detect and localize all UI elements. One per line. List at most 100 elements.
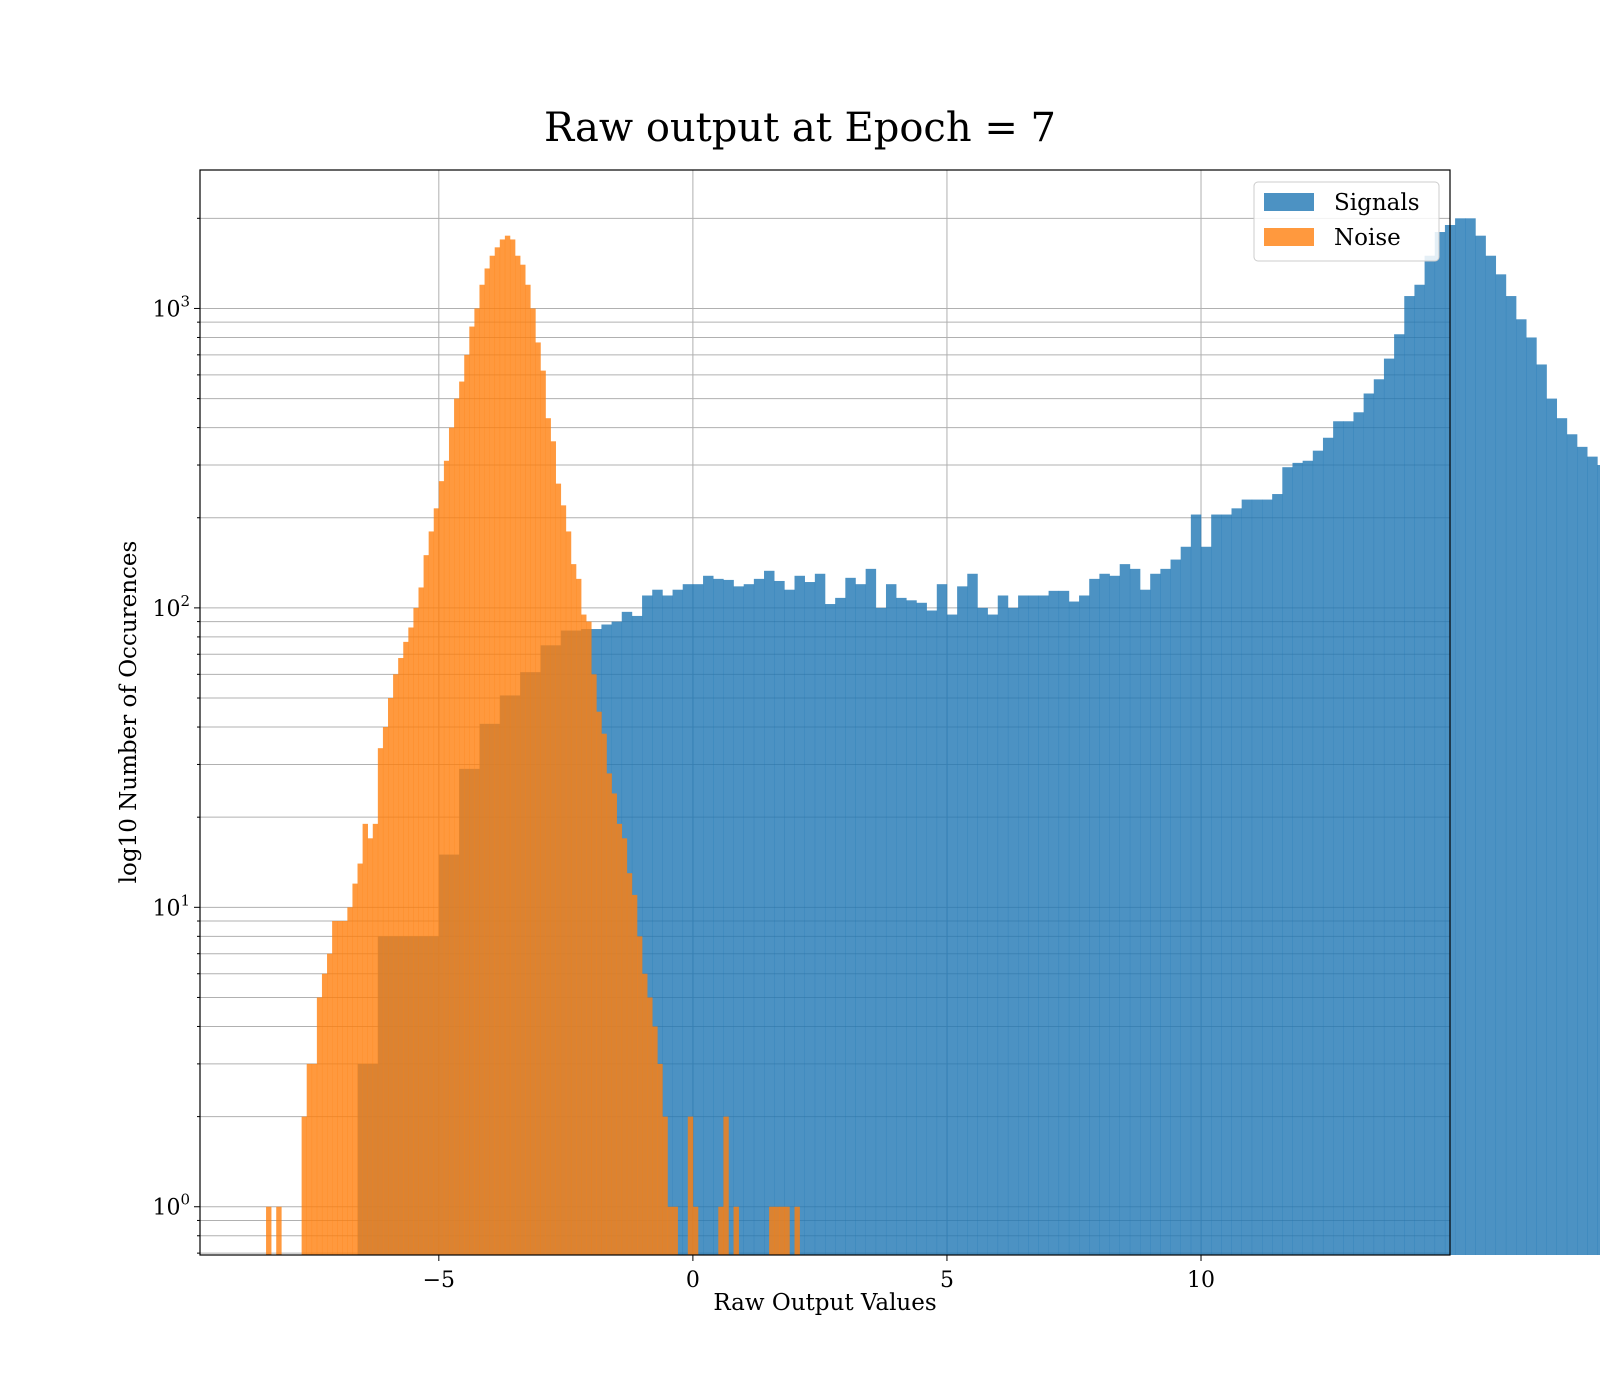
legend-swatch-signals <box>1264 193 1314 211</box>
noise-bar <box>611 793 617 1255</box>
signals-bar <box>1018 595 1029 1255</box>
signals-bar <box>1302 460 1314 1256</box>
noise-bar <box>489 255 496 1255</box>
legend: Signals Noise <box>1253 181 1440 262</box>
y-axis-ticks: 100 101 102 103 <box>152 217 200 1254</box>
signals-bar <box>1597 465 1600 1255</box>
noise-bar <box>667 1206 673 1255</box>
noise-bar <box>555 483 562 1255</box>
noise-bar <box>774 1206 780 1255</box>
x-tick-label: 5 <box>940 1268 954 1293</box>
signals-bar <box>855 584 866 1255</box>
noise-bar <box>769 1206 775 1255</box>
signals-bar <box>865 568 877 1255</box>
signals-bar <box>1465 218 1476 1255</box>
noise-bar <box>393 674 399 1255</box>
noise-bar <box>672 1206 678 1255</box>
signals-bar <box>1566 434 1578 1256</box>
noise-bar <box>418 587 424 1255</box>
signals-bar <box>1201 546 1212 1255</box>
noise-bar <box>733 1206 739 1255</box>
signals-bar <box>1241 499 1253 1256</box>
noise-bar <box>388 698 394 1255</box>
y-tick-label: 101 <box>152 891 190 921</box>
signals-bar <box>1109 575 1121 1255</box>
noise-bar <box>372 823 379 1255</box>
noise-bar <box>316 997 323 1255</box>
noise-bar <box>596 711 602 1255</box>
signals-bar <box>723 579 734 1255</box>
noise-bar <box>520 264 526 1255</box>
noise-bar <box>443 460 450 1256</box>
signals-bar <box>845 577 856 1255</box>
signals-bar <box>1353 412 1364 1256</box>
signals-bar <box>1333 421 1344 1255</box>
signals-bar <box>743 584 755 1255</box>
signals-bar <box>1556 418 1568 1255</box>
noise-bar <box>474 308 480 1255</box>
signals-bar <box>814 573 826 1255</box>
signals-bar <box>1038 595 1049 1255</box>
signals-bar <box>682 584 694 1255</box>
noise-bar <box>311 1063 318 1255</box>
signals-bar <box>1424 255 1436 1255</box>
noise-bar <box>367 838 374 1255</box>
signals-bar <box>1272 494 1283 1255</box>
signals-bar <box>977 607 988 1255</box>
noise-bar <box>469 326 475 1256</box>
noise-bar <box>560 505 567 1255</box>
noise-bar <box>779 1206 785 1255</box>
noise-bar <box>423 555 429 1255</box>
noise-bar <box>454 398 460 1256</box>
signals-bar <box>652 589 663 1255</box>
noise-bar <box>337 921 343 1255</box>
noise-bar <box>652 1026 658 1255</box>
signals-bar <box>1495 274 1507 1255</box>
y-tick-label: 102 <box>152 592 190 622</box>
signals-bar <box>1170 559 1181 1255</box>
signals-bar <box>1373 379 1385 1255</box>
noise-bar <box>408 627 414 1255</box>
noise-bar <box>586 621 592 1255</box>
signals-bar <box>1383 358 1395 1256</box>
noise-bar <box>332 921 338 1255</box>
noise-bar <box>382 727 389 1255</box>
signals-bar <box>936 584 948 1255</box>
noise-bar <box>448 427 455 1255</box>
noise-bar <box>499 239 506 1255</box>
signals-bar <box>1516 319 1527 1255</box>
noise-bar <box>662 1116 668 1255</box>
signals-bar <box>764 570 775 1255</box>
signals-bar <box>926 610 938 1255</box>
noise-bar <box>347 907 353 1255</box>
signals-bar <box>662 595 673 1255</box>
noise-bar <box>362 823 368 1255</box>
x-tick-label: −5 <box>423 1268 455 1293</box>
signals-bar <box>1587 456 1598 1255</box>
signals-bar <box>692 584 704 1255</box>
signals-bar <box>1505 296 1517 1255</box>
noise-bar <box>570 564 577 1255</box>
noise-bar <box>626 873 633 1255</box>
signals-bar <box>1261 499 1273 1256</box>
signals-bar <box>1414 284 1425 1255</box>
noise-bar <box>565 531 572 1255</box>
noise-bar <box>352 883 358 1255</box>
legend-label-noise: Noise <box>1334 225 1401 251</box>
signals-bar <box>997 595 1009 1255</box>
signals-bar <box>1546 398 1558 1256</box>
signals-bar <box>1526 337 1537 1255</box>
signals-bar <box>987 614 999 1255</box>
signals-bar <box>1089 578 1100 1255</box>
signals-bar <box>733 586 744 1255</box>
signals-bar <box>1079 595 1090 1255</box>
noise-bar <box>377 748 384 1255</box>
x-axis-ticks: −5 0 5 10 <box>423 1255 1215 1293</box>
signals-bar <box>1536 364 1547 1255</box>
signals-bar <box>794 575 805 1255</box>
noise-bar <box>459 381 465 1255</box>
noise-bar <box>515 255 521 1255</box>
legend-swatch-noise <box>1264 228 1314 246</box>
signals-bar <box>1322 437 1334 1255</box>
